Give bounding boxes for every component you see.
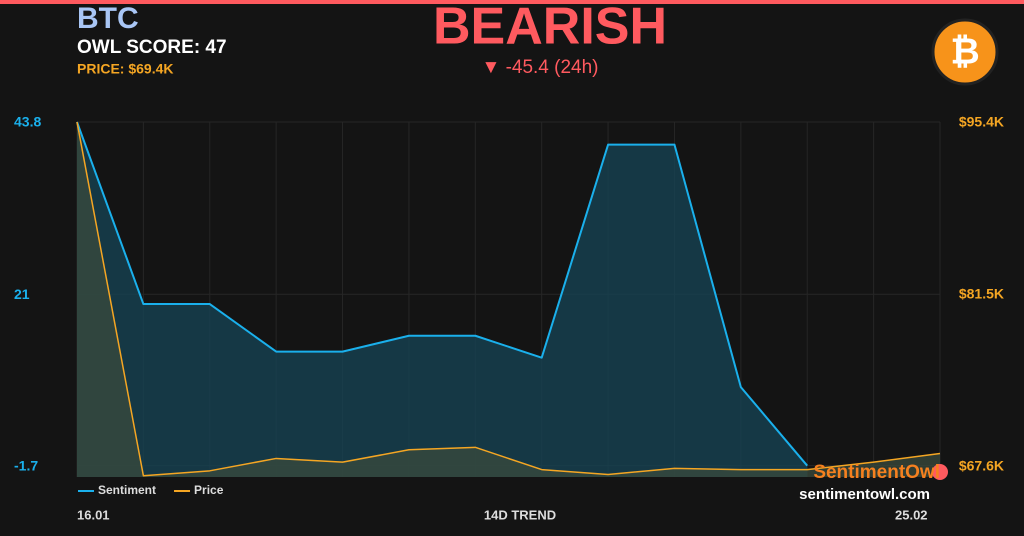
area bbox=[77, 122, 808, 477]
logo bbox=[931, 18, 999, 86]
y-tick-label: 21 bbox=[14, 286, 30, 302]
top-bar bbox=[0, 0, 1024, 4]
x-axis-label: 14D TREND bbox=[484, 507, 556, 522]
legend-label: Price bbox=[194, 483, 224, 497]
watermark-dot bbox=[932, 464, 948, 480]
line bbox=[76, 121, 941, 477]
legend-label: Sentiment bbox=[98, 483, 156, 497]
owl-score: OWL SCORE: 47 bbox=[77, 37, 227, 58]
signal: BEARISH bbox=[433, 0, 667, 56]
x-tick-label: 25.02 bbox=[895, 507, 928, 522]
logo-symbol: ₿ bbox=[950, 31, 979, 72]
x-tick-label: 16.01 bbox=[77, 507, 110, 522]
watermark-url: sentimentowl.com bbox=[799, 486, 930, 503]
y2-tick-label: $95.4K bbox=[959, 114, 1004, 130]
y-tick-label: -1.7 bbox=[14, 457, 38, 473]
change: ▼ -45.4 (24h) bbox=[481, 57, 598, 78]
line bbox=[76, 121, 808, 467]
y2-tick-label: $81.5K bbox=[959, 286, 1004, 302]
y2-tick-label: $67.6K bbox=[959, 458, 1004, 474]
watermark: SentimentOwl bbox=[813, 462, 940, 483]
price-label: PRICE: $69.4K bbox=[77, 61, 173, 77]
chart-title: BTC bbox=[77, 2, 139, 35]
y-tick-label: 43.8 bbox=[14, 114, 41, 130]
